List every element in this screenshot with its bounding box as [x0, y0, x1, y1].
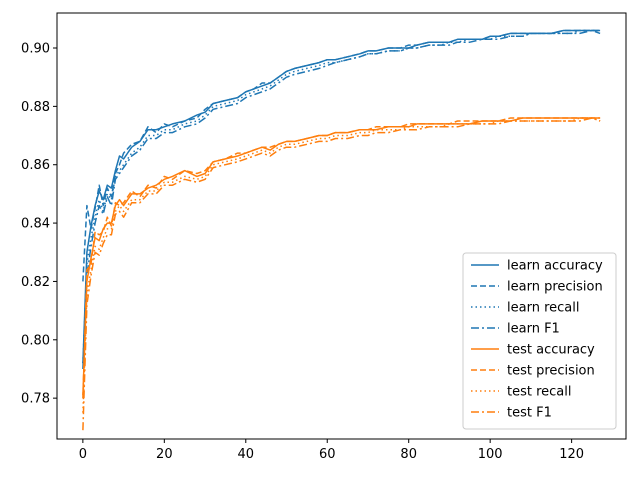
x-tick-label: 40 — [238, 447, 255, 462]
x-tick-label: 100 — [478, 447, 503, 462]
x-tick-label: 20 — [156, 447, 173, 462]
x-tick-label: 80 — [400, 447, 417, 462]
series-line-test-f1 — [82, 117, 601, 431]
y-tick-label: 0.90 — [21, 42, 50, 57]
legend-label-test-accuracy: test accuracy — [507, 343, 595, 358]
legend-label-test-recall: test recall — [507, 385, 572, 400]
legend: learn accuracy learn precision learn recal… — [462, 252, 617, 430]
y-axis: 0.78 0.80 0.82 0.84 0.86 0.88 0.90 — [21, 42, 57, 407]
x-tick-label: 0 — [79, 447, 87, 462]
legend-label-learn-recall: learn recall — [507, 301, 579, 316]
series-line-learn-precision — [82, 29, 601, 282]
y-tick-label: 0.84 — [21, 217, 50, 232]
legend-label-learn-accuracy: learn accuracy — [507, 259, 603, 274]
series-line-test-precision — [82, 117, 601, 399]
legend-label-test-f1: test F1 — [507, 406, 552, 421]
series-line-learn-recall — [82, 29, 601, 364]
x-tick-label: 120 — [559, 447, 584, 462]
y-tick-label: 0.82 — [21, 275, 50, 290]
axes-frame — [56, 12, 627, 440]
legend-label-learn-precision: learn precision — [507, 280, 603, 295]
legend-label-test-precision: test precision — [507, 364, 595, 379]
y-tick-label: 0.86 — [21, 158, 50, 173]
y-tick-label: 0.80 — [21, 333, 50, 348]
x-axis: 0 20 40 60 80 100 120 — [79, 439, 584, 462]
legend-label-learn-f1: learn F1 — [507, 322, 560, 337]
legend-box — [462, 252, 617, 430]
series-line-learn-f1 — [82, 29, 601, 370]
x-tick-label: 60 — [319, 447, 336, 462]
y-tick-label: 0.88 — [21, 100, 50, 115]
y-tick-label: 0.78 — [21, 392, 50, 407]
plot-lines — [82, 29, 601, 431]
